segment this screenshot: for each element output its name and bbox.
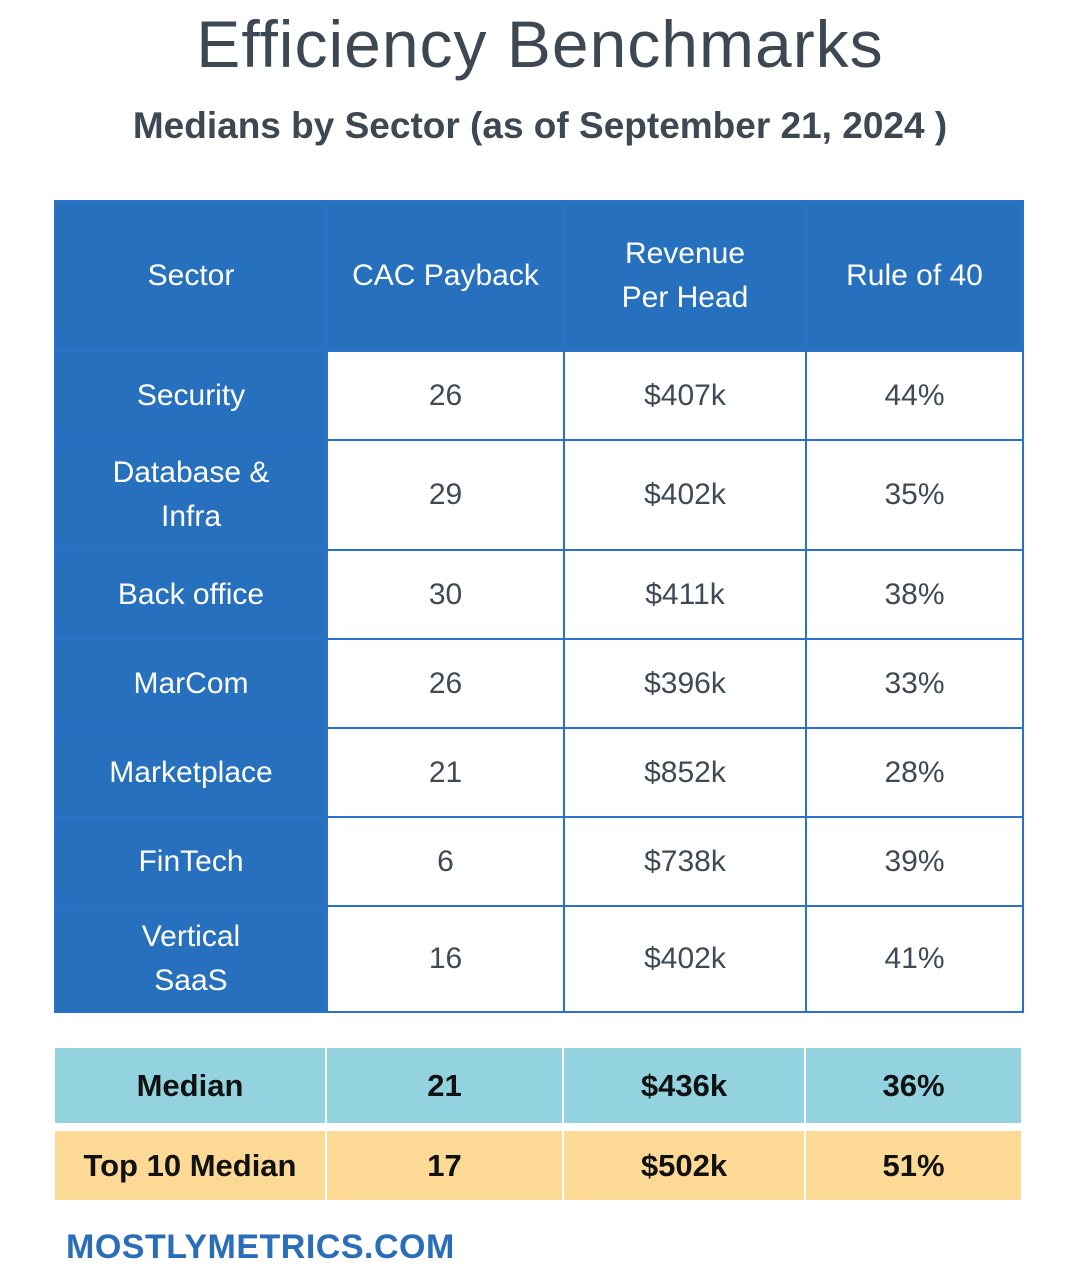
cac-payback-cell: 26 — [326, 350, 565, 441]
cac-payback-cell: 29 — [326, 439, 565, 551]
rule-of-40-cell: 28% — [805, 727, 1024, 818]
page-subtitle: Medians by Sector (as of September 21, 2… — [132, 105, 948, 146]
median-label: Median — [55, 1048, 327, 1123]
top10-rule-of-40: 51% — [805, 1131, 1021, 1200]
table-row: Marketplace 21 $852k 28% — [54, 727, 1024, 818]
table-row: FinTech 6 $738k 39% — [54, 816, 1024, 907]
benchmarks-table: Sector CAC Payback Revenue Per Head Rule… — [54, 200, 1024, 1013]
header-revenue-per-head: Revenue Per Head — [563, 200, 807, 352]
sector-cell: Database & Infra — [54, 439, 328, 551]
revenue-per-head-cell: $402k — [563, 439, 807, 551]
sector-cell: Marketplace — [54, 727, 328, 818]
revenue-per-head-cell: $402k — [563, 905, 807, 1013]
sector-cell: Back office — [54, 549, 328, 640]
header-cac-payback: CAC Payback — [326, 200, 565, 352]
top10-label: Top 10 Median — [55, 1131, 327, 1200]
rule-of-40-cell: 44% — [805, 350, 1024, 441]
cac-payback-cell: 16 — [326, 905, 565, 1013]
table-row: Vertical SaaS 16 $402k 41% — [54, 905, 1024, 1013]
cac-payback-cell: 6 — [326, 816, 565, 907]
median-rule-of-40: 36% — [805, 1048, 1021, 1123]
revenue-per-head-cell: $738k — [563, 816, 807, 907]
header-sector: Sector — [54, 200, 328, 352]
table-row: Security 26 $407k 44% — [54, 350, 1024, 441]
table-row: Back office 30 $411k 38% — [54, 549, 1024, 640]
sector-cell: Security — [54, 350, 328, 441]
top10-revenue-per-head: $502k — [563, 1131, 806, 1200]
table-row: Database & Infra 29 $402k 35% — [54, 439, 1024, 551]
top10-cac-payback: 17 — [326, 1131, 564, 1200]
rule-of-40-cell: 39% — [805, 816, 1024, 907]
median-revenue-per-head: $436k — [563, 1048, 806, 1123]
cac-payback-cell: 30 — [326, 549, 565, 640]
cac-payback-cell: 26 — [326, 638, 565, 729]
median-cac-payback: 21 — [326, 1048, 564, 1123]
top10-median-row: Top 10 Median 17 $502k 51% — [55, 1131, 1021, 1200]
sector-cell: FinTech — [54, 816, 328, 907]
rule-of-40-cell: 33% — [805, 638, 1024, 729]
footer-site-link[interactable]: MOSTLYMETRICS.COM — [66, 1228, 455, 1266]
table-row: MarCom 26 $396k 33% — [54, 638, 1024, 729]
sector-cell: Vertical SaaS — [54, 905, 328, 1013]
median-row: Median 21 $436k 36% — [55, 1048, 1021, 1123]
revenue-per-head-cell: $411k — [563, 549, 807, 640]
page-title: Efficiency Benchmarks — [196, 7, 884, 81]
revenue-per-head-cell: $396k — [563, 638, 807, 729]
sector-cell: MarCom — [54, 638, 328, 729]
header-rule-of-40: Rule of 40 — [805, 200, 1024, 352]
revenue-per-head-cell: $407k — [563, 350, 807, 441]
rule-of-40-cell: 41% — [805, 905, 1024, 1013]
cac-payback-cell: 21 — [326, 727, 565, 818]
rule-of-40-cell: 35% — [805, 439, 1024, 551]
revenue-per-head-cell: $852k — [563, 727, 807, 818]
table-header-row: Sector CAC Payback Revenue Per Head Rule… — [54, 200, 1024, 352]
rule-of-40-cell: 38% — [805, 549, 1024, 640]
